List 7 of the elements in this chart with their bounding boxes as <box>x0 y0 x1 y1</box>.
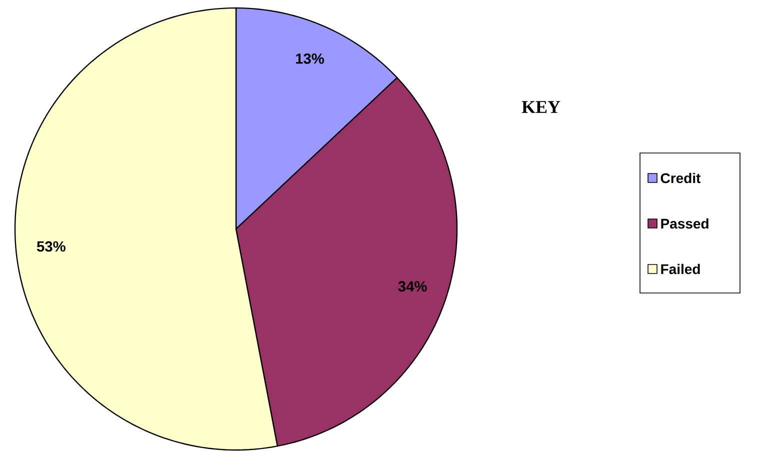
legend-label: Credit <box>660 172 701 184</box>
data-label: 53% <box>36 241 66 252</box>
legend-title: KEY <box>522 101 560 113</box>
legend-label: Failed <box>661 264 700 274</box>
data-label: 34% <box>398 281 427 292</box>
legend-label: Passed <box>661 218 708 229</box>
data-label: 13% <box>296 53 324 64</box>
